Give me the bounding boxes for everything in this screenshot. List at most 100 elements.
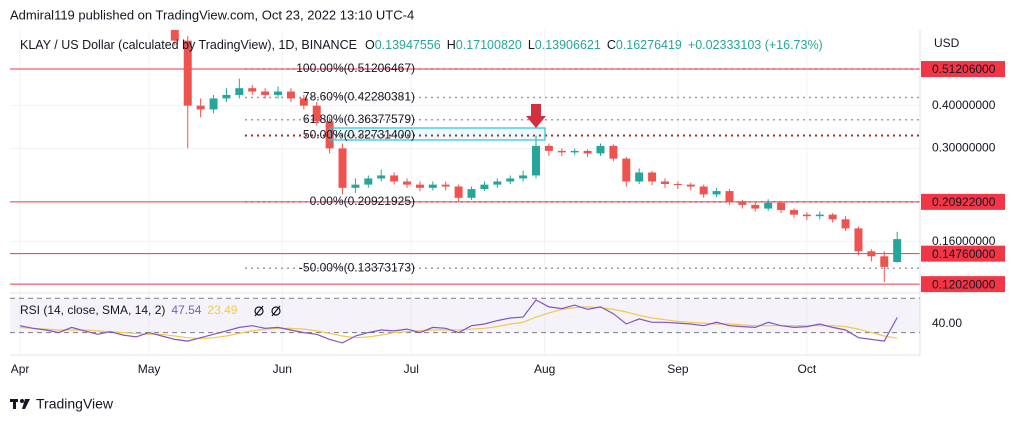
y-tick-label: 40.00 [932,316,962,330]
fib-label: 100.00%(0.51206467) [296,61,415,75]
candle-body [493,181,502,185]
candle-body [506,178,515,182]
candle-body [261,91,270,95]
rsi-line [19,299,898,344]
y-tick-label: 0.40000000 [932,98,996,112]
x-tick-label: Sep [667,362,689,376]
rsi-sma-value: 23.49 [207,303,237,317]
candle-body [815,214,824,217]
candle-body [712,191,721,195]
candle-body [596,145,605,154]
candle-body [660,181,669,184]
candle-body [802,214,811,217]
axis-unit: USD [934,36,960,50]
candle-body [441,184,450,187]
x-tick-label: Jun [273,362,292,376]
x-tick-label: Aug [534,362,555,376]
candle-body [377,175,386,179]
candle-body [648,172,657,182]
candle-body [764,202,773,209]
candle-body [170,30,179,41]
candle-body [196,105,205,110]
x-tick-label: Oct [798,362,817,376]
candle-body [789,210,798,215]
candle-body [364,178,373,185]
candle-body [828,214,837,220]
symbol-title: KLAY / US Dollar (calculated by TradingV… [20,38,357,52]
candle-body [867,251,876,257]
candle-body [312,105,321,122]
price-label-box [921,193,1005,210]
y-tick-label: 0.16000000 [932,234,996,248]
candle-body [893,239,902,263]
candle-body [725,191,734,202]
price-label: 0.12020000 [932,277,996,291]
ohlc-key: H [447,38,456,52]
candle-body [738,201,747,205]
price-label-box [921,61,1005,78]
legend: KLAY / US Dollar (calculated by TradingV… [20,38,823,52]
candle-body [583,150,592,154]
candle-body [699,186,708,195]
fib-label: 50.00%(0.32731400) [303,128,415,142]
candle-body [635,172,644,182]
highlight-box [329,127,546,141]
candle-body [390,175,399,182]
ohlc-value: 0.16276419 [616,38,682,52]
change: +0.02333103 (+16.73%) [688,38,823,52]
fib-label: 61.80%(0.36377579) [303,112,415,126]
candle-body [274,91,283,95]
candle-body [841,219,850,229]
price-label: 0.51206000 [932,62,996,76]
brand: TradingView [36,396,114,412]
fib-label: -50.00%(0.13373173) [299,260,415,274]
grid [10,30,920,355]
candle-body [222,94,231,99]
candle-body [351,184,360,188]
y-tick-label: 0.30000000 [932,141,996,155]
candle-body [235,88,244,95]
rsi-band [10,298,920,333]
price-label: 0.14760000 [932,247,996,261]
price-label-box [921,245,1005,262]
rsi-value: 47.54 [171,303,201,317]
ohlc-value: 0.13906621 [535,38,601,52]
candle-body [854,228,863,252]
ohlc-value: 0.13947556 [375,38,441,52]
candle-body [519,175,528,179]
candle-body [338,148,347,188]
rsi-legend: RSI (14, close, SMA, 14, 2) 47.54 23.49 [20,303,238,317]
candle-body [557,150,566,153]
candle-body [622,158,631,182]
price-label-box [921,276,1005,293]
x-tick-label: Jul [404,362,419,376]
candle-body [777,202,786,211]
price-pane [10,30,920,285]
candle-body [480,184,489,190]
candle-body [532,145,541,176]
candle-body [299,98,308,106]
logo [10,399,30,409]
candle-body [286,91,295,99]
candle-body [609,145,618,159]
price-label: 0.20922000 [932,195,996,209]
ohlc-value: 0.17100820 [456,38,522,52]
candle-body [428,184,437,188]
candle-body [673,183,682,185]
candle-body [415,184,424,188]
ohlc-key: C [607,38,616,52]
fib-label: 0.00%(0.20921925) [310,194,415,208]
candle-body [183,40,192,106]
candle-body [686,184,695,187]
candle-body [544,145,553,151]
candle-body [751,204,760,209]
ohlc-key: O [365,38,375,52]
fib-label: 78.60%(0.42280381) [303,90,415,104]
rsi-sma-line [20,306,898,340]
x-tick-label: May [138,362,161,376]
candle-body [467,189,476,198]
hidden-icons [254,305,281,317]
candle-body [209,98,218,110]
